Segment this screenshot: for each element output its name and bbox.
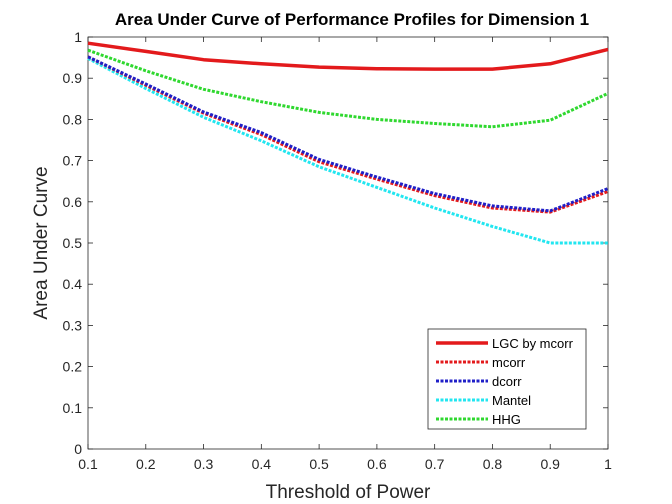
legend-entry: LGC by mcorr	[492, 336, 574, 351]
y-tick-label: 0.5	[63, 235, 83, 251]
x-tick-label: 0.5	[309, 456, 329, 472]
y-tick-label: 0.4	[63, 276, 83, 292]
series-line-hhg	[87, 48, 609, 129]
legend-entry: dcorr	[492, 374, 522, 389]
legend-entry: Mantel	[492, 393, 531, 408]
legend-entry: HHG	[492, 412, 521, 427]
legend: LGC by mcorr mcorr dcorr Mantel HHG	[427, 328, 587, 430]
x-tick-label: 0.8	[483, 456, 503, 472]
y-tick-label: 0.6	[63, 194, 83, 210]
x-tick-label: 0.2	[136, 456, 156, 472]
y-tick-label: 0.7	[63, 153, 83, 169]
x-axis-label: Threshold of Power	[266, 482, 431, 503]
series-lines	[87, 41, 609, 245]
chart-title: Area Under Curve of Performance Profiles…	[115, 10, 589, 29]
y-tick-label: 1	[74, 29, 82, 45]
series-line-dcorr	[87, 55, 609, 213]
y-tick-label: 0.9	[63, 70, 83, 86]
legend-box	[427, 328, 587, 430]
x-tick-label: 0.6	[367, 456, 387, 472]
y-tick-label: 0.2	[63, 359, 83, 375]
axis-ticks: 0.1 0.2 0.3 0.4 0.5 0.6 0.7 0.8 0.9 100.10.20.30.…	[63, 29, 613, 472]
x-tick-label: 0.4	[252, 456, 272, 472]
x-tick-label: 0.3	[194, 456, 214, 472]
x-tick-label: 0.7	[425, 456, 445, 472]
series-line-mantel	[87, 57, 608, 245]
y-tick-label: 0.1	[63, 400, 83, 416]
y-tick-label: 0.3	[63, 317, 83, 333]
legend-entry: mcorr	[492, 355, 526, 370]
y-axis-label: Area Under Curve	[31, 166, 52, 319]
x-tick-label: 1	[604, 456, 612, 472]
series-line-lgc-by-mcorr	[87, 41, 609, 71]
y-tick-label: 0.8	[63, 111, 83, 127]
x-tick-label: 0.1	[78, 456, 98, 472]
y-tick-label: 0	[74, 441, 82, 457]
x-tick-label: 0.9	[540, 456, 560, 472]
